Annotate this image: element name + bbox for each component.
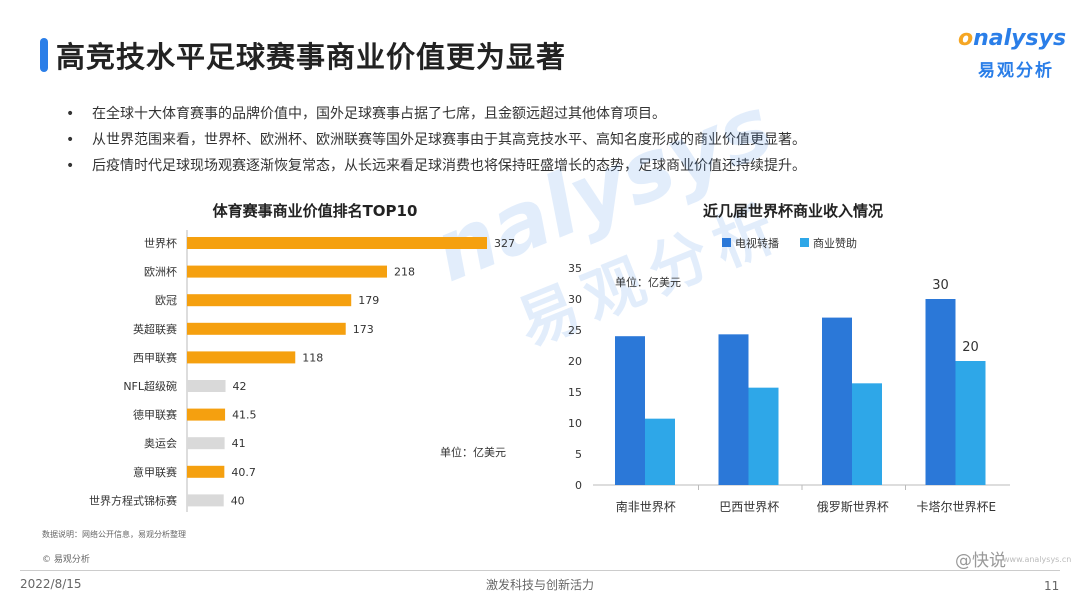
chart2-category-label: 俄罗斯世界杯 [817,500,889,514]
report-date: 2022/8/15 [20,577,82,591]
chart2-y-tick-label: 25 [568,324,582,337]
logo-wordmark: onalysys [958,26,1067,51]
copyright: © 易观分析 [42,555,90,565]
chart2-y-tick-label: 30 [568,293,582,306]
chart2-legend-label: 电视转播 [735,236,779,250]
chart1-category-label: 奥运会 [144,436,177,450]
chart1-category-label: 世界方程式锦标赛 [89,493,177,507]
title-accent-bar [40,38,48,72]
footer-divider [20,570,1060,571]
chart2-data-label: 30 [932,278,949,293]
chart1-bar [187,494,224,507]
chart2-title: 近几届世界杯商业收入情况 [703,202,883,220]
chart1-value-label: 173 [353,323,374,336]
chart1-bar [187,380,226,392]
data-source-note: 数据说明：网络公开信息，易观分析整理 [42,530,186,539]
chart1-category-label: 德甲联赛 [133,408,177,422]
chart2-category-label: 巴西世界杯 [719,500,779,514]
chart2-bar [955,361,986,485]
chart2-bar [718,334,749,485]
chart2-category-label: 南非世界杯 [616,499,676,514]
chart2-y-tick-label: 0 [575,479,582,492]
chart1-category-label: NFL超级碗 [123,379,177,393]
chart2-legend-swatch [722,238,731,247]
chart1-category-label: 英超联赛 [133,322,177,336]
chart1-bar [187,294,352,307]
chart2-bar [822,317,852,485]
bullet-item: 在全球十大体育赛事的品牌价值中，国外足球赛事占据了七席，且金额远超过其他体育项目… [66,101,806,127]
chart1-value-label: 41.5 [232,409,257,422]
bullet-item: 从世界范围来看，世界杯、欧洲杯、欧洲联赛等国外足球赛事由于其高竞技水平、高知名度… [66,127,806,153]
analysys-logo: onalysys 易观分析 [958,26,1066,82]
chart2-bar [748,387,779,485]
chart2-y-tick-label: 10 [568,417,582,430]
chart1-unit-label: 单位：亿美元 [440,445,506,459]
page-number: 11 [1044,579,1060,593]
chart2-category-label: 卡塔尔世界杯E [916,499,996,514]
chart1-bar [187,351,296,364]
chart1-category-label: 西甲联赛 [133,350,177,364]
bullet-list: 在全球十大体育赛事的品牌价值中，国外足球赛事占据了七席，且金额远超过其他体育项目… [66,101,806,179]
chart2-y-tick-label: 5 [575,448,582,461]
chart2-unit-label: 单位：亿美元 [615,275,681,289]
footer-slogan: 激发科技与创新活力 [485,578,594,592]
chart2-y-tick-label: 20 [568,355,582,368]
chart1-value-label: 42 [233,380,247,393]
chart1-category-label: 欧洲杯 [144,265,177,279]
chart2-legend-swatch [800,238,809,247]
chart1-value-label: 327 [494,237,515,250]
logo-chinese-name: 易观分析 [978,61,1054,81]
chart1-value-label: 218 [394,266,415,279]
chart1-title: 体育赛事商业价值排名TOP10 [213,202,418,220]
chart1-value-label: 40.7 [231,466,256,479]
page-title: 高竞技水平足球赛事商业价值更为显著 [56,40,567,74]
chart1-value-label: 179 [358,294,379,307]
chart2-y-tick-label: 15 [568,386,582,399]
chart2-bar [645,418,675,485]
chart1-value-label: 118 [302,351,323,364]
chart2-bar [925,299,956,485]
chart1-bar [187,465,225,478]
wechat-watermark: @快说 [955,551,1006,571]
wechat-watermark-sub: www.analysys.cn [1003,555,1072,564]
chart1-value-label: 41 [232,437,246,450]
chart1-bar [187,322,346,335]
chart1-bar [187,437,225,450]
chart2-data-label: 20 [962,340,979,355]
chart1-bar [187,237,487,249]
chart2-bar [615,336,645,485]
chart1-category-label: 意甲联赛 [133,465,177,479]
chart1-bar [187,265,387,278]
chart1-bar [187,408,226,421]
chart2-y-tick-label: 35 [568,262,582,275]
chart1-value-label: 40 [231,494,245,507]
chart1-category-label: 欧冠 [155,294,177,307]
chart1-category-label: 世界杯 [144,236,177,250]
bullet-item: 后疫情时代足球现场观赛逐渐恢复常态，从长远来看足球消费也将保持旺盛增长的态势，足… [66,153,806,179]
chart2-bar [852,383,882,485]
chart2-legend-label: 商业赞助 [813,236,857,250]
